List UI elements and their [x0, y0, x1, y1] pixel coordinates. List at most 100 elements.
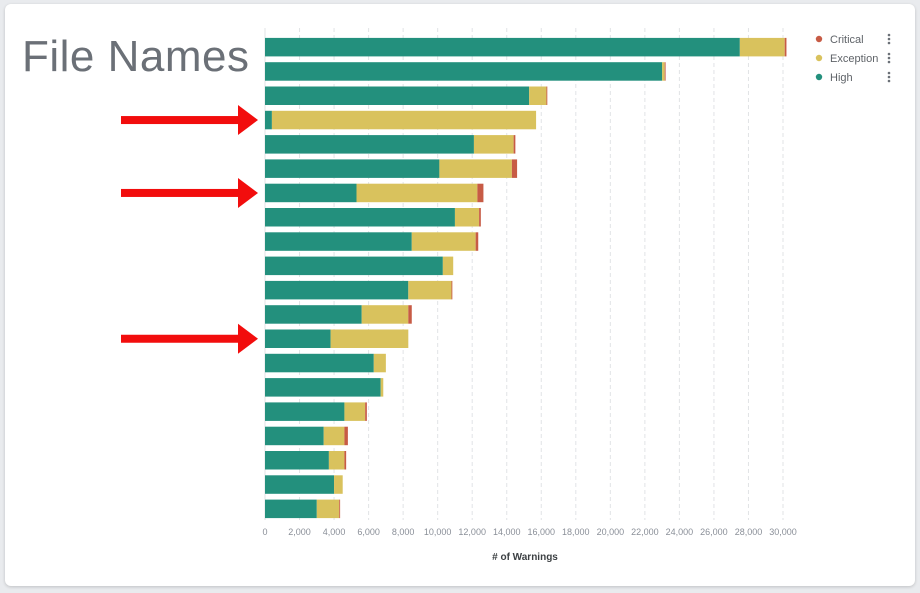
x-tick-label: 14,000 [493, 527, 521, 537]
kebab-menu-icon[interactable] [887, 71, 891, 83]
bar-high[interactable] [265, 378, 381, 397]
bar-exception[interactable] [739, 37, 785, 57]
bar-exception[interactable] [529, 86, 547, 106]
bar-critical[interactable] [784, 37, 787, 57]
bar-high[interactable] [265, 183, 357, 203]
arrow-head [238, 323, 258, 354]
bar-exception[interactable] [380, 378, 384, 397]
x-tick-label: 4,000 [323, 527, 346, 537]
x-tick-label: 24,000 [666, 527, 694, 537]
bar-exception[interactable] [330, 329, 409, 349]
bar-high[interactable] [265, 280, 409, 300]
legend-label: Exception [830, 53, 878, 65]
legend: Critical Exception High [815, 33, 891, 84]
bar-high[interactable] [265, 451, 329, 470]
kebab-dot [887, 75, 891, 79]
bar-high[interactable] [265, 110, 272, 130]
bar-critical[interactable] [511, 159, 518, 178]
annotation-arrows [121, 105, 258, 354]
arrow-shaft [121, 116, 241, 125]
bar-high[interactable] [265, 135, 474, 154]
bar-exception[interactable] [454, 208, 480, 227]
bar-critical[interactable] [365, 402, 367, 421]
bar-critical[interactable] [451, 280, 453, 300]
x-tick-label: 18,000 [562, 527, 590, 537]
bars-group [265, 37, 787, 519]
bar-exception[interactable] [439, 159, 512, 178]
legend-swatch [815, 73, 823, 81]
bar-critical[interactable] [513, 135, 516, 154]
bar-critical[interactable] [664, 62, 666, 81]
bar-high[interactable] [265, 256, 443, 276]
legend-swatch [815, 35, 823, 43]
bar-high[interactable] [265, 426, 324, 446]
kebab-menu-icon[interactable] [887, 33, 891, 45]
bar-high[interactable] [265, 353, 374, 373]
bar-exception[interactable] [473, 135, 514, 154]
bar-critical[interactable] [475, 232, 479, 251]
kebab-dot [887, 41, 891, 45]
bar-critical[interactable] [479, 208, 481, 227]
kebab-dot [887, 79, 891, 83]
x-tick-label: 30,000 [769, 527, 797, 537]
bar-exception[interactable] [373, 353, 386, 373]
bar-exception[interactable] [271, 110, 537, 130]
arrow-shaft [121, 188, 241, 197]
legend-label: High [830, 72, 853, 84]
arrow-head [238, 177, 258, 208]
bar-high[interactable] [265, 305, 362, 324]
kebab-menu-icon[interactable] [887, 52, 891, 64]
x-tick-label: 28,000 [735, 527, 763, 537]
x-tick-label: 16,000 [528, 527, 556, 537]
bar-critical[interactable] [546, 86, 548, 106]
x-tick-label: 12,000 [458, 527, 486, 537]
bar-exception[interactable] [356, 183, 478, 203]
x-tick-label: 10,000 [424, 527, 452, 537]
bar-exception[interactable] [334, 475, 343, 494]
bar-exception[interactable] [344, 402, 366, 421]
bar-critical[interactable] [339, 499, 341, 519]
kebab-dot [887, 33, 891, 37]
bar-exception[interactable] [361, 305, 409, 324]
bar-exception[interactable] [662, 62, 665, 81]
bar-high[interactable] [265, 402, 345, 421]
bar-exception[interactable] [442, 256, 454, 276]
x-axis-ticks: 0 2,000 4,000 6,000 8,000 10,000 12,000 14,000 1… [262, 527, 796, 537]
file-names-title: File Names [22, 32, 250, 81]
bar-exception[interactable] [411, 232, 476, 251]
kebab-dot [887, 71, 891, 75]
x-tick-label: 8,000 [392, 527, 415, 537]
right-arrow-icon [121, 177, 258, 208]
right-arrow-icon [121, 105, 258, 136]
x-tick-label: 6,000 [357, 527, 380, 537]
bar-high[interactable] [265, 499, 317, 519]
bar-high[interactable] [265, 86, 530, 106]
bar-critical[interactable] [344, 426, 348, 446]
bar-high[interactable] [265, 62, 663, 81]
bar-high[interactable] [265, 159, 440, 178]
x-tick-label: 22,000 [631, 527, 659, 537]
bar-exception[interactable] [316, 499, 340, 519]
x-axis-title: # of Warnings [492, 552, 558, 563]
bar-exception[interactable] [323, 426, 345, 446]
bar-high[interactable] [265, 475, 335, 494]
arrow-head [238, 105, 258, 136]
bar-high[interactable] [265, 232, 412, 251]
kebab-dot [887, 56, 891, 60]
bar-high[interactable] [265, 37, 740, 57]
x-tick-label: 20,000 [597, 527, 625, 537]
bar-high[interactable] [265, 329, 331, 349]
kebab-dot [887, 52, 891, 56]
bar-exception[interactable] [408, 280, 452, 300]
bar-critical[interactable] [344, 451, 347, 470]
right-arrow-icon [121, 323, 258, 354]
bar-critical[interactable] [408, 305, 412, 324]
legend-label: Critical [830, 34, 864, 46]
x-tick-label: 26,000 [700, 527, 728, 537]
bar-critical[interactable] [477, 183, 484, 203]
arrow-shaft [121, 334, 241, 343]
bar-exception[interactable] [328, 451, 345, 470]
bar-high[interactable] [265, 208, 455, 227]
x-tick-label: 0 [262, 527, 267, 537]
